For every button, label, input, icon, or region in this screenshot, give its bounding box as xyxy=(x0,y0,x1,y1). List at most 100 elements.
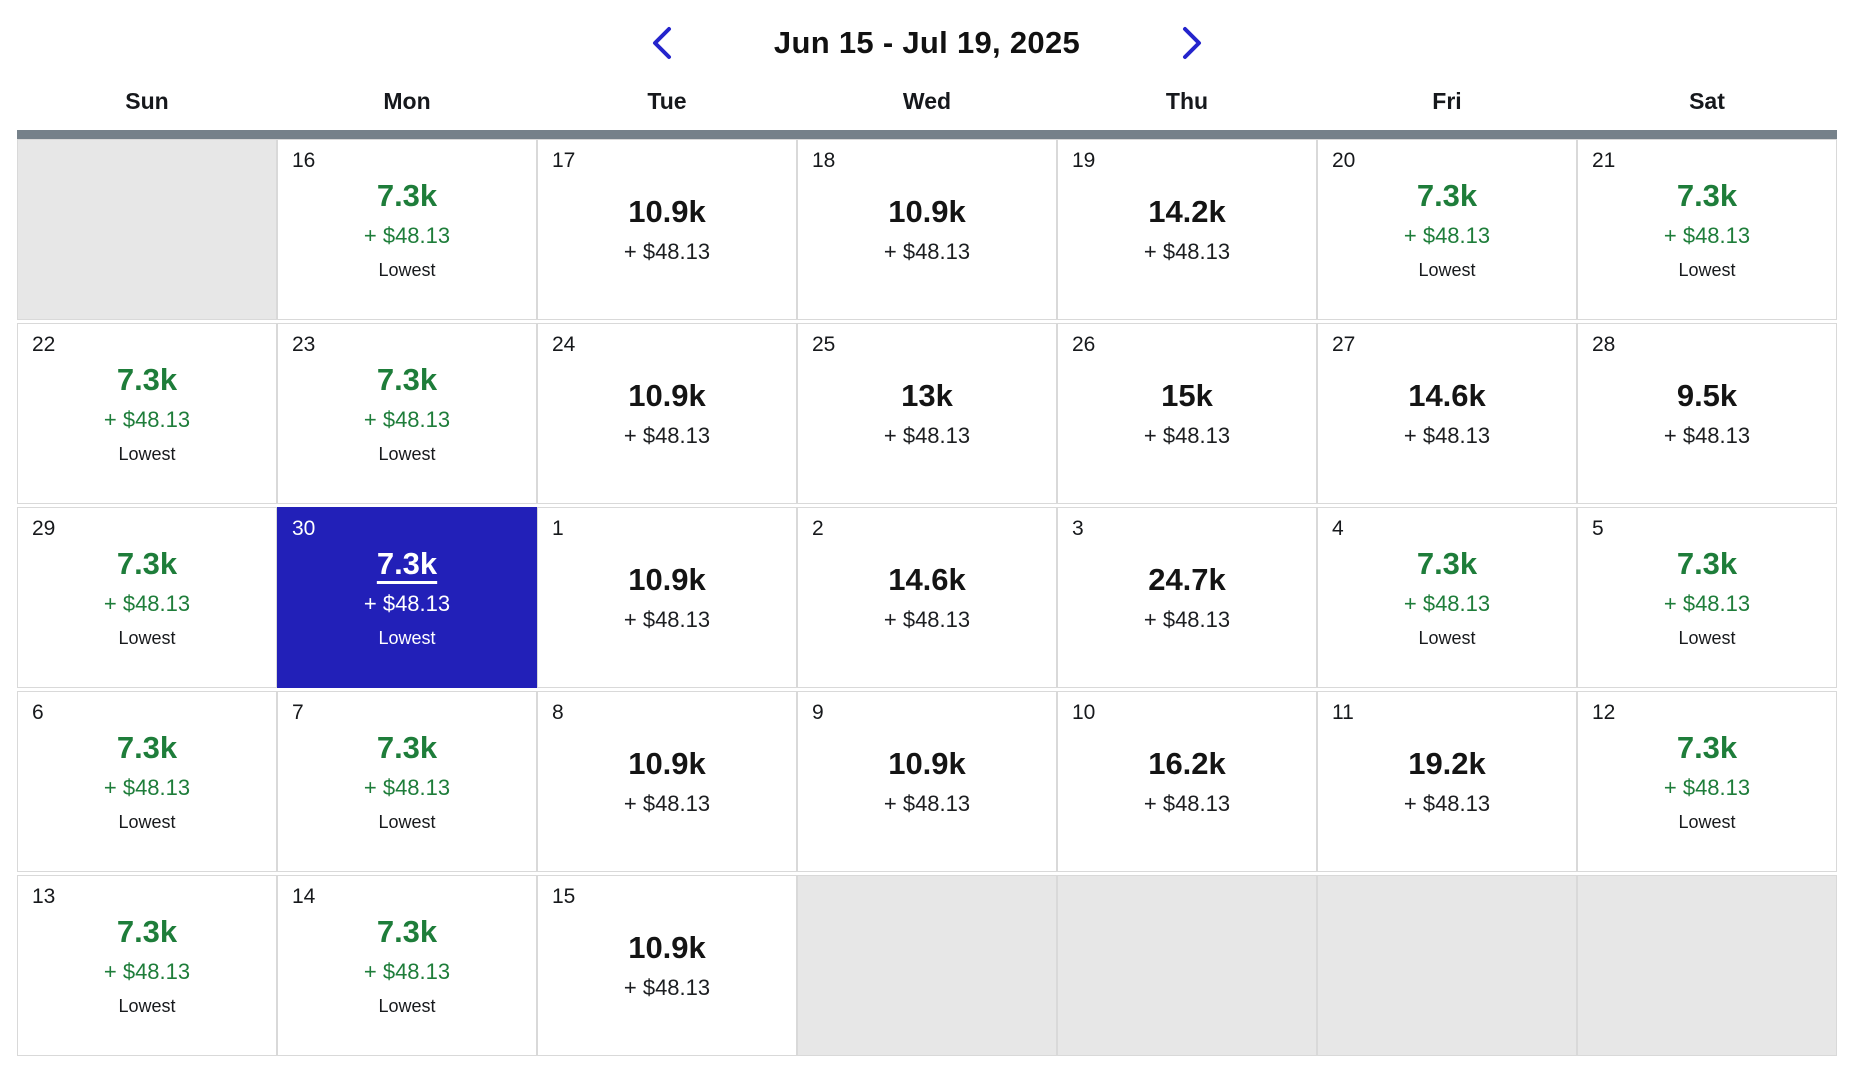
cash-copay: + $48.13 xyxy=(1663,774,1751,800)
calendar-day-cell[interactable]: 18 10.9k + $48.13 xyxy=(797,139,1057,320)
date-range-title: Jun 15 - Jul 19, 2025 xyxy=(773,25,1081,60)
calendar-day-cell[interactable]: 1 10.9k + $48.13 xyxy=(537,507,797,688)
cash-copay: + $48.13 xyxy=(103,958,191,984)
calendar-header: Jun 15 - Jul 19, 2025 xyxy=(17,14,1837,72)
lowest-badge: Lowest xyxy=(118,995,176,1016)
day-number: 18 xyxy=(812,149,836,172)
cash-copay: + $48.13 xyxy=(1403,222,1491,248)
cash-copay: + $48.13 xyxy=(623,606,711,632)
day-number: 24 xyxy=(552,333,576,356)
day-number: 29 xyxy=(32,517,56,540)
day-number: 21 xyxy=(1592,149,1616,172)
cash-copay: + $48.13 xyxy=(623,238,711,264)
points-price: 14.6k xyxy=(1408,378,1486,414)
lowest-badge: Lowest xyxy=(378,811,436,832)
lowest-badge: Lowest xyxy=(118,627,176,648)
cash-copay: + $48.13 xyxy=(883,238,971,264)
points-price: 10.9k xyxy=(888,746,966,782)
day-number: 7 xyxy=(292,701,304,724)
calendar-day-cell[interactable]: 14 7.3k + $48.13 Lowest xyxy=(277,875,537,1056)
calendar-day-cell-selected[interactable]: 30 7.3k + $48.13 Lowest xyxy=(277,507,537,688)
lowest-badge: Lowest xyxy=(378,627,436,648)
points-price: 10.9k xyxy=(628,562,706,598)
calendar-grid: 16 7.3k + $48.13 Lowest 17 10.9k + $48.1… xyxy=(17,139,1837,1056)
weekday-label-sat: Sat xyxy=(1689,87,1725,114)
day-number: 30 xyxy=(292,517,316,540)
points-price: 7.3k xyxy=(1676,178,1738,214)
cash-copay: + $48.13 xyxy=(363,222,451,248)
day-number: 14 xyxy=(292,885,316,908)
calendar-day-cell[interactable]: 21 7.3k + $48.13 Lowest xyxy=(1577,139,1837,320)
points-price: 10.9k xyxy=(628,194,706,230)
calendar-day-cell[interactable]: 15 10.9k + $48.13 xyxy=(537,875,797,1056)
day-number: 11 xyxy=(1332,701,1354,724)
calendar-day-cell[interactable]: 8 10.9k + $48.13 xyxy=(537,691,797,872)
cash-copay: + $48.13 xyxy=(103,590,191,616)
points-price: 15k xyxy=(1161,378,1213,414)
calendar-day-cell[interactable]: 27 14.6k + $48.13 xyxy=(1317,323,1577,504)
calendar-day-cell[interactable]: 7 7.3k + $48.13 Lowest xyxy=(277,691,537,872)
points-price: 10.9k xyxy=(628,930,706,966)
calendar-day-cell[interactable]: 16 7.3k + $48.13 Lowest xyxy=(277,139,537,320)
day-number: 12 xyxy=(1592,701,1616,724)
lowest-badge: Lowest xyxy=(1418,627,1476,648)
cash-copay: + $48.13 xyxy=(1403,790,1491,816)
points-price: 7.3k xyxy=(1676,730,1738,766)
calendar-day-cell[interactable]: 29 7.3k + $48.13 Lowest xyxy=(17,507,277,688)
calendar-day-cell[interactable]: 11 19.2k + $48.13 xyxy=(1317,691,1577,872)
cash-copay: + $48.13 xyxy=(1143,606,1231,632)
lowest-badge: Lowest xyxy=(378,995,436,1016)
weekday-label-sun: Sun xyxy=(125,87,169,114)
weekday-label-fri: Fri xyxy=(1432,87,1462,114)
calendar-day-cell[interactable]: 22 7.3k + $48.13 Lowest xyxy=(17,323,277,504)
calendar-day-cell[interactable]: 12 7.3k + $48.13 Lowest xyxy=(1577,691,1837,872)
day-number: 6 xyxy=(32,701,44,724)
calendar-day-cell[interactable]: 6 7.3k + $48.13 Lowest xyxy=(17,691,277,872)
calendar-day-cell[interactable]: 5 7.3k + $48.13 Lowest xyxy=(1577,507,1837,688)
points-price: 7.3k xyxy=(376,362,438,398)
points-price: 14.6k xyxy=(888,562,966,598)
calendar-day-cell[interactable]: 19 14.2k + $48.13 xyxy=(1057,139,1317,320)
weekday-label-tue: Tue xyxy=(647,87,687,114)
day-number: 27 xyxy=(1332,333,1356,356)
calendar-day-cell[interactable]: 9 10.9k + $48.13 xyxy=(797,691,1057,872)
cash-copay: + $48.13 xyxy=(1663,222,1751,248)
cash-copay: + $48.13 xyxy=(1143,790,1231,816)
lowest-badge: Lowest xyxy=(1678,259,1736,280)
day-number: 15 xyxy=(552,885,576,908)
day-number: 9 xyxy=(812,701,824,724)
cash-copay: + $48.13 xyxy=(103,774,191,800)
calendar-day-cell[interactable]: 25 13k + $48.13 xyxy=(797,323,1057,504)
points-price: 16.2k xyxy=(1148,746,1226,782)
calendar-day-cell[interactable]: 2 14.6k + $48.13 xyxy=(797,507,1057,688)
chevron-left-icon xyxy=(652,27,671,59)
calendar-day-cell[interactable]: 20 7.3k + $48.13 Lowest xyxy=(1317,139,1577,320)
points-price: 13k xyxy=(901,378,953,414)
calendar-day-cell[interactable]: 4 7.3k + $48.13 Lowest xyxy=(1317,507,1577,688)
calendar-day-cell[interactable]: 23 7.3k + $48.13 Lowest xyxy=(277,323,537,504)
award-fare-calendar: Jun 15 - Jul 19, 2025 Sun Mon Tue Wed Thu Fri… xyxy=(17,0,1837,1056)
points-price: 14.2k xyxy=(1148,194,1226,230)
cash-copay: + $48.13 xyxy=(1143,422,1231,448)
points-price: 19.2k xyxy=(1408,746,1486,782)
day-number: 2 xyxy=(812,517,824,540)
calendar-day-cell[interactable]: 24 10.9k + $48.13 xyxy=(537,323,797,504)
cash-copay: + $48.13 xyxy=(883,422,971,448)
calendar-empty-cell xyxy=(17,139,277,320)
day-number: 19 xyxy=(1072,149,1096,172)
points-price: 10.9k xyxy=(888,194,966,230)
cash-copay: + $48.13 xyxy=(1403,590,1491,616)
lowest-badge: Lowest xyxy=(118,443,176,464)
day-number: 25 xyxy=(812,333,836,356)
calendar-day-cell[interactable]: 10 16.2k + $48.13 xyxy=(1057,691,1317,872)
calendar-day-cell[interactable]: 26 15k + $48.13 xyxy=(1057,323,1317,504)
prev-range-button[interactable] xyxy=(642,23,682,63)
next-range-button[interactable] xyxy=(1172,23,1212,63)
lowest-badge: Lowest xyxy=(378,443,436,464)
points-price: 7.3k xyxy=(376,914,438,950)
calendar-day-cell[interactable]: 3 24.7k + $48.13 xyxy=(1057,507,1317,688)
lowest-badge: Lowest xyxy=(118,811,176,832)
calendar-day-cell[interactable]: 28 9.5k + $48.13 xyxy=(1577,323,1837,504)
calendar-day-cell[interactable]: 13 7.3k + $48.13 Lowest xyxy=(17,875,277,1056)
calendar-day-cell[interactable]: 17 10.9k + $48.13 xyxy=(537,139,797,320)
